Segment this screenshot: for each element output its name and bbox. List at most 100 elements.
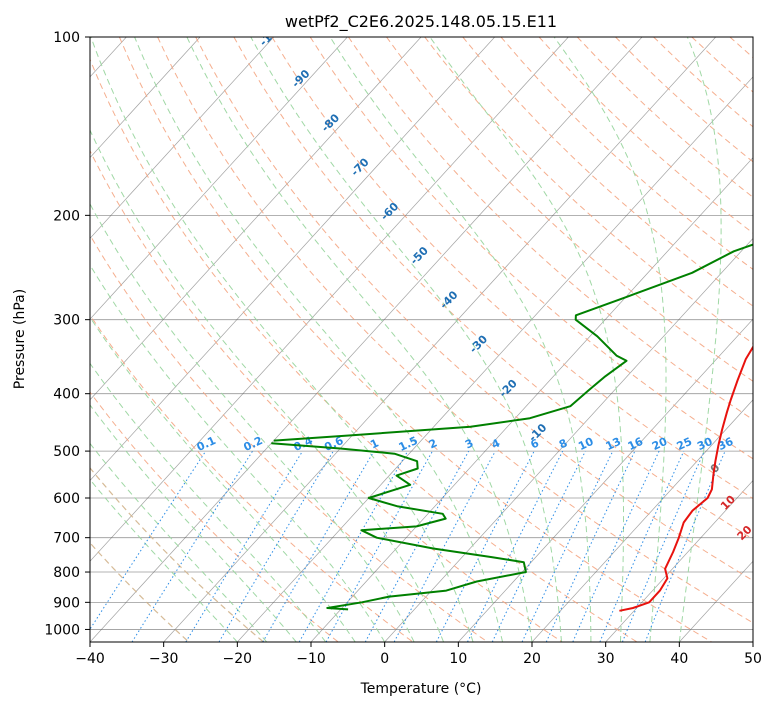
x-tick-label: 30	[597, 651, 615, 667]
moist-adiabat	[678, 37, 722, 642]
mixing-ratio-line	[218, 450, 334, 642]
y-tick-label: 200	[53, 208, 80, 224]
isotherm-line	[163, 37, 716, 642]
x-tick-label: 10	[449, 651, 467, 667]
moist-adiabat	[90, 264, 386, 642]
moist-adiabats	[90, 37, 722, 642]
dry-adiabat	[233, 37, 753, 540]
moist-adiabat	[186, 37, 533, 642]
isotherm-line	[90, 37, 348, 320]
y-axis-title: Pressure (hPa)	[12, 289, 28, 389]
moist-adiabat	[90, 478, 238, 642]
mixing-ratio-line	[364, 450, 470, 642]
isotherm-line	[90, 37, 274, 239]
mixing-ratio-line	[644, 450, 726, 642]
skewed-isotherm-grid	[90, 37, 753, 642]
mixing-ratio-line	[185, 450, 304, 642]
mixing-ratio-lines	[90, 450, 726, 642]
y-tick-label: 1000	[44, 622, 80, 638]
isotherm-line	[90, 37, 422, 401]
y-tick-label: 600	[53, 491, 80, 507]
moist-adiabat	[90, 404, 297, 642]
mixing-ratio-label: 16	[626, 435, 646, 453]
isotherm-line	[384, 237, 753, 642]
dry-adiabat	[729, 37, 753, 59]
adiabat-label: -30	[467, 332, 490, 355]
mixing-ratio-line	[491, 450, 586, 642]
mixing-ratio-label: 4	[490, 436, 503, 451]
moist-adiabat	[553, 37, 667, 642]
mixing-ratio-line	[572, 450, 660, 642]
adiabat-label: 30	[754, 550, 774, 570]
y-tick-label: 400	[53, 387, 80, 403]
adiabat-label: -90	[289, 67, 312, 90]
isotherm-line	[90, 37, 569, 562]
dry-adiabat	[653, 37, 753, 128]
x-tick-label: 0	[380, 651, 389, 667]
y-tick-label: 500	[53, 444, 80, 460]
dry-adiabat	[90, 234, 488, 642]
adiabat-label: -40	[437, 288, 460, 311]
y-axis: 100 200 300 400 500 600 700 800 900 1000	[44, 30, 90, 638]
y-tick-label: 900	[53, 595, 80, 611]
isotherm-line	[531, 399, 753, 642]
adiabat-label: -20	[497, 377, 520, 400]
moist-adiabat	[329, 37, 592, 642]
x-axis: −40 −30 −20 −10 0 10 20 30 40 50	[75, 642, 762, 667]
dry-adiabat	[195, 37, 753, 582]
mixing-ratio-label: 30	[695, 435, 715, 453]
moist-adiabat	[134, 37, 503, 642]
adiabat-label: 10	[718, 492, 738, 512]
mixing-ratio-line	[621, 450, 705, 642]
mixing-ratio-line	[393, 450, 496, 642]
series-line	[271, 442, 527, 611]
isotherm-line	[605, 480, 753, 642]
isotherm-line	[237, 76, 753, 642]
dry-adiabat	[90, 149, 563, 642]
dry-adiabat	[462, 37, 753, 307]
x-tick-label: −20	[223, 651, 253, 667]
mixing-ratio-line	[599, 450, 685, 642]
x-tick-label: −30	[149, 651, 179, 667]
dry-adiabat	[118, 37, 712, 642]
x-tick-label: 50	[744, 651, 762, 667]
dry-adiabat	[90, 391, 339, 642]
moist-adiabat	[90, 442, 268, 642]
dry-adiabat	[309, 37, 753, 460]
moist-adiabat	[90, 37, 474, 642]
dry-adiabats	[90, 37, 753, 642]
mixing-ratio-line	[467, 450, 564, 642]
dry-adiabat	[90, 58, 638, 642]
mixing-ratio-label: 13	[604, 435, 623, 453]
isotherm-line	[90, 37, 495, 482]
dry-adiabat	[691, 37, 753, 93]
mixing-ratio-label: 20	[650, 435, 670, 453]
mixing-ratio-line	[325, 450, 433, 642]
mixing-ratio-line	[131, 450, 254, 642]
x-tick-label: 40	[670, 651, 688, 667]
plot-frame	[89, 36, 754, 643]
x-tick-label: −40	[75, 651, 105, 667]
y-tick-label: 300	[53, 313, 80, 329]
mixing-ratio-label: 8	[557, 436, 569, 451]
dry-adiabat	[576, 37, 753, 198]
sounding-series	[271, 243, 753, 612]
chart-title: wetPf2_C2E6.2025.148.05.15.E11	[285, 12, 557, 32]
isotherm-line	[90, 37, 201, 159]
moist-adiabat	[90, 128, 445, 642]
x-tick-label: −10	[296, 651, 326, 667]
adiabat-label: -50	[408, 244, 431, 267]
x-tick-label: 20	[523, 651, 541, 667]
adiabat-label: -100	[257, 20, 286, 49]
dry-adiabat	[615, 37, 753, 163]
y-tick-label: 800	[53, 565, 80, 581]
y-tick-label: 700	[53, 531, 80, 547]
moist-adiabat	[429, 37, 624, 642]
dry-adiabat	[90, 313, 414, 642]
plot-area: 0.1 0.2 0.4 0.6 1 1.5 2 3 4 6 8 10 13 16 20 25 30 36-100-…	[90, 20, 774, 642]
series-line	[273, 243, 753, 442]
mixing-ratio-label: 1	[368, 436, 380, 451]
dry-adiabat	[347, 37, 753, 421]
mixing-ratio-label: 10	[576, 435, 596, 453]
